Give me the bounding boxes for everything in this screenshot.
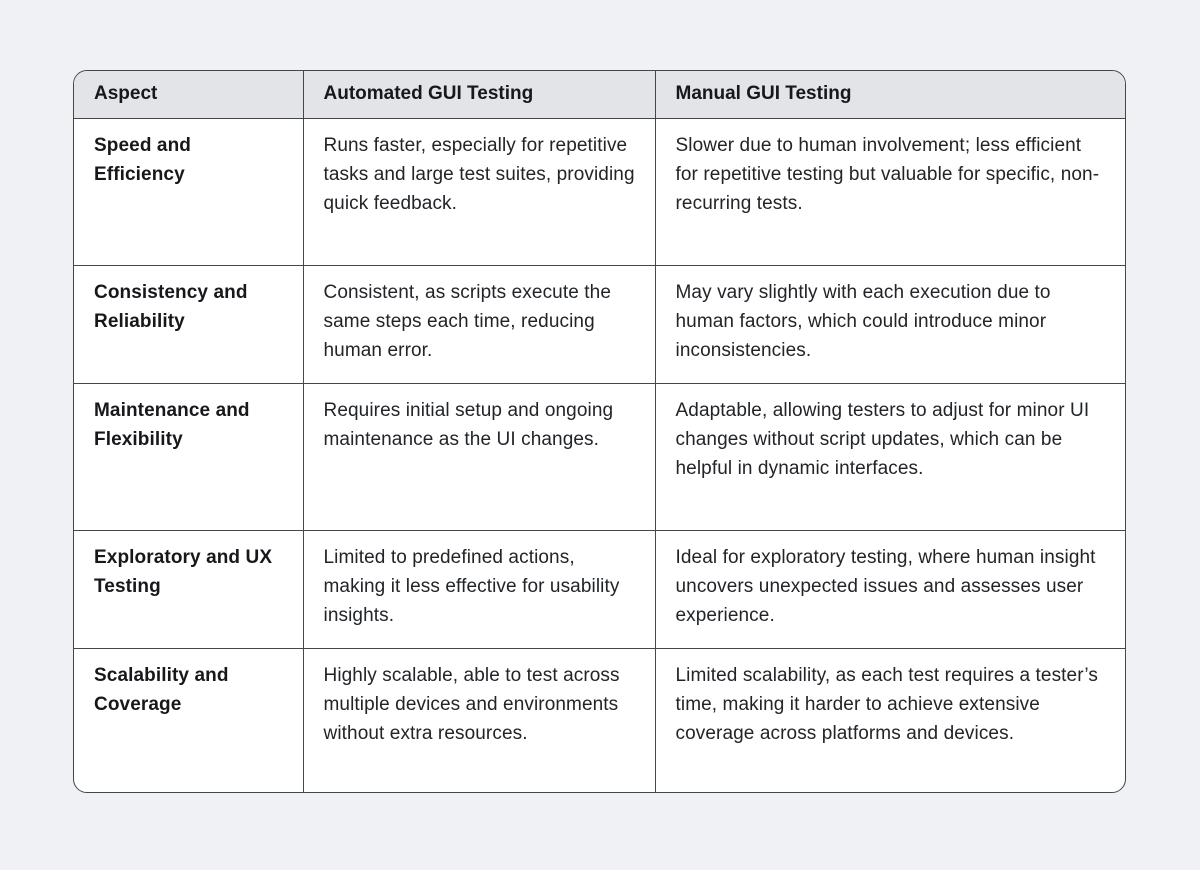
column-header-manual: Manual GUI Testing xyxy=(655,71,1125,119)
manual-cell: May vary slightly with each execution du… xyxy=(655,265,1125,384)
table-row: Exploratory and UX Testing Limited to pr… xyxy=(74,530,1125,649)
automated-cell: Consistent, as scripts execute the same … xyxy=(303,265,656,384)
column-header-aspect: Aspect xyxy=(74,71,304,119)
table-row: Scalability and Coverage Highly scalable… xyxy=(74,648,1125,792)
manual-cell: Ideal for exploratory testing, where hum… xyxy=(655,530,1125,649)
aspect-cell: Exploratory and UX Testing xyxy=(74,530,304,649)
header-row: Aspect Automated GUI Testing Manual GUI … xyxy=(74,71,1125,119)
table-body: Speed and Efficiency Runs faster, especi… xyxy=(74,118,1125,792)
column-header-automated: Automated GUI Testing xyxy=(303,71,656,119)
manual-cell: Slower due to human involvement; less ef… xyxy=(655,118,1125,266)
aspect-cell: Scalability and Coverage xyxy=(74,648,304,792)
gui-testing-comparison-table: Aspect Automated GUI Testing Manual GUI … xyxy=(74,71,1125,792)
manual-cell: Limited scalability, as each test requir… xyxy=(675,664,1098,744)
automated-cell: Highly scalable, able to test across mul… xyxy=(303,648,656,792)
automated-cell: Runs faster, especially for repetitive t… xyxy=(303,118,656,266)
table-row: Consistency and Reliability Consistent, … xyxy=(74,265,1125,384)
automated-cell: Requires initial setup and ongoing maint… xyxy=(303,383,656,531)
comparison-table: Aspect Automated GUI Testing Manual GUI … xyxy=(73,70,1126,793)
table-row: Maintenance and Flexibility Requires ini… xyxy=(74,383,1125,531)
automated-cell: Limited to predefined actions, making it… xyxy=(303,530,656,649)
aspect-cell: Speed and Efficiency xyxy=(74,118,304,266)
table-row: Speed and Efficiency Runs faster, especi… xyxy=(74,118,1125,266)
aspect-cell: Consistency and Reliability xyxy=(74,265,304,384)
aspect-cell: Maintenance and Flexibility xyxy=(74,383,304,531)
manual-cell: Adaptable, allowing testers to adjust fo… xyxy=(655,383,1125,531)
table-header: Aspect Automated GUI Testing Manual GUI … xyxy=(74,71,1125,119)
